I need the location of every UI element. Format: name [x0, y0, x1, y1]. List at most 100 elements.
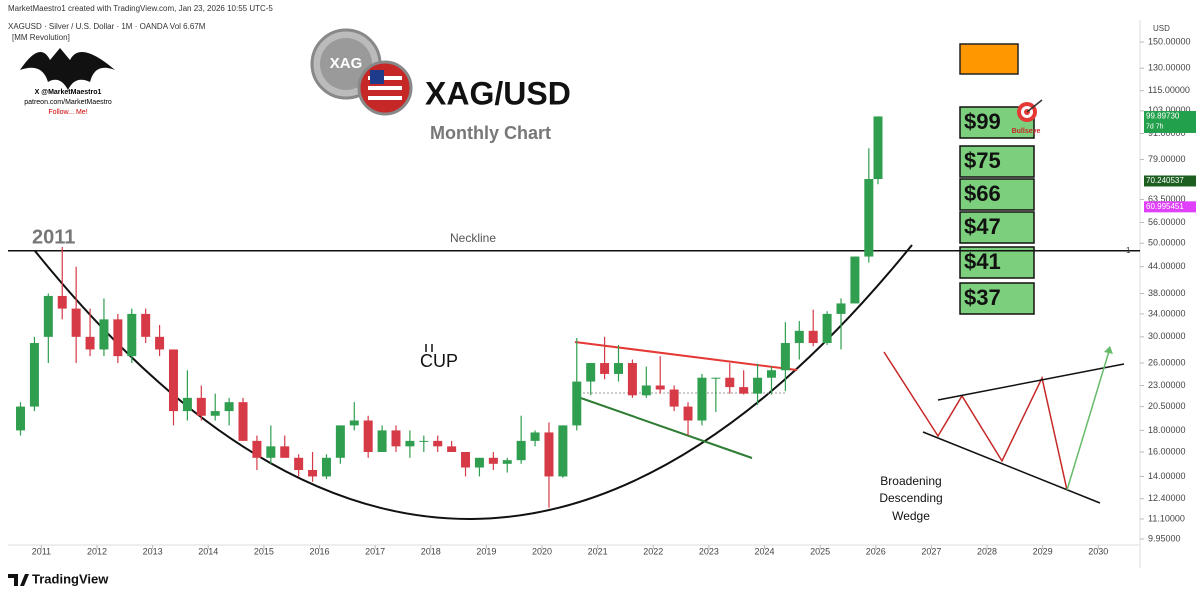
- x-tick-label: 2030: [1088, 546, 1108, 556]
- price-label-box: [1144, 110, 1196, 133]
- footer-logo: [8, 574, 29, 586]
- candle-body: [614, 363, 624, 374]
- candle-body: [873, 116, 883, 180]
- x-tick-label: 2015: [254, 546, 274, 556]
- y-tick-label: 56.00000: [1148, 217, 1186, 227]
- candle-body: [516, 440, 526, 461]
- candle-body: [349, 420, 359, 426]
- target-box: [959, 43, 1019, 75]
- wedge-schematic: [883, 346, 1125, 504]
- candle-body: [572, 381, 582, 426]
- candle-body: [16, 406, 26, 431]
- candle-body: [488, 457, 498, 464]
- candle-body: [266, 446, 276, 458]
- y-tick-label: 63.50000: [1148, 194, 1186, 204]
- coin-label: XAG: [330, 55, 363, 72]
- y-tick-label: 23.00000: [1148, 380, 1186, 390]
- candle-body: [210, 411, 220, 416]
- x-tick-label: 2020: [532, 546, 552, 556]
- currency: USD: [1153, 24, 1170, 33]
- x-tick-label: 2021: [588, 546, 608, 556]
- price-label: 60.995451: [1146, 202, 1184, 211]
- price-label-box: [1144, 201, 1196, 213]
- target-label: $37: [964, 285, 1001, 310]
- candle-body: [252, 440, 262, 458]
- y-tick-label: 9.95000: [1148, 533, 1181, 543]
- candle-body: [141, 313, 151, 337]
- y-tick-label: 38.00000: [1148, 288, 1186, 298]
- candle-body: [321, 457, 331, 477]
- candle-body: [586, 363, 596, 382]
- candle-body: [822, 313, 832, 344]
- x-tick-label: 2023: [699, 546, 719, 556]
- footer: TradingView: [32, 571, 109, 586]
- candle-body: [168, 349, 178, 412]
- y-tick-label: 150.00000: [1148, 36, 1191, 46]
- candle-body: [294, 457, 304, 471]
- y-tick-label: 16.00000: [1148, 446, 1186, 456]
- target-box: [959, 211, 1035, 244]
- x-tick-label: 2011: [32, 546, 51, 556]
- cup-curve: [34, 244, 913, 520]
- y-tick-label: 79.00000: [1148, 154, 1186, 164]
- x-tick-label: 2025: [810, 546, 830, 556]
- bullseye-label: Bullseye: [1012, 128, 1041, 135]
- triangle-bottom-line: [574, 395, 753, 459]
- target-label: $99: [964, 109, 1001, 134]
- candle-body: [461, 451, 471, 468]
- x-tick-label: 2028: [977, 546, 997, 556]
- year-annotation: 2011: [32, 226, 75, 248]
- y-tick-label: 103.00000: [1148, 105, 1191, 115]
- target-label: $75: [964, 148, 1001, 173]
- candle-body: [196, 397, 206, 416]
- x-tick-label: 2013: [143, 546, 163, 556]
- x-tick-label: 2012: [87, 546, 107, 556]
- y-tick-label: 50.00000: [1148, 238, 1186, 248]
- pattern-label: Wedge: [892, 509, 930, 523]
- candle-body: [780, 343, 790, 371]
- neckline-marker: 1: [1126, 246, 1131, 255]
- y-tick-label: 14.00000: [1148, 471, 1186, 481]
- candle-body: [377, 430, 387, 452]
- bullseye-icon: [1017, 99, 1043, 122]
- price-label: 99.89730: [1146, 112, 1180, 121]
- symbol-line: XAGUSD · Silver / U.S. Dollar · 1M · OAN…: [8, 22, 206, 31]
- x-tick-label: 2029: [1033, 546, 1053, 556]
- y-tick-label: 12.40000: [1148, 493, 1186, 503]
- candle-body: [697, 377, 707, 421]
- candle-body: [308, 470, 318, 477]
- candle-body: [725, 377, 735, 388]
- indicator-line: [MM Revolution]: [12, 33, 70, 42]
- cup-icon: [425, 344, 433, 352]
- candle-body: [753, 377, 763, 394]
- target-box: [959, 282, 1035, 315]
- price-label: 70.240537: [1146, 176, 1184, 185]
- logo: X @MarketMaestro1 patreon.com/MarketMaes…: [20, 48, 115, 116]
- candle-body: [530, 432, 540, 441]
- candle-body: [864, 179, 874, 257]
- candle-body: [447, 446, 457, 452]
- y-tick-label: 26.00000: [1148, 357, 1186, 367]
- candle-body: [391, 430, 401, 447]
- x-tick-label: 2017: [365, 546, 385, 556]
- y-tick-label: 115.00000: [1148, 85, 1190, 95]
- candle-body: [669, 389, 679, 407]
- y-tick-label: 44.00000: [1148, 261, 1186, 271]
- candle-body: [127, 313, 137, 357]
- target-label: $41: [964, 249, 1001, 274]
- candle-body: [335, 425, 345, 458]
- candle-body: [627, 363, 637, 396]
- candle-body: [850, 256, 860, 304]
- target-box: [959, 246, 1035, 279]
- x-tick-label: 2026: [866, 546, 886, 556]
- x-tick-label: 2024: [755, 546, 775, 556]
- pattern-label: Descending: [879, 491, 942, 505]
- target-label: $47: [964, 214, 1001, 239]
- x-tick-label: 2018: [421, 546, 441, 556]
- x-tick-label: 2016: [309, 546, 329, 556]
- cup-label: CUP: [420, 351, 458, 371]
- target-label: $66: [964, 181, 1001, 206]
- candle-body: [182, 397, 192, 412]
- target-box: [959, 178, 1035, 211]
